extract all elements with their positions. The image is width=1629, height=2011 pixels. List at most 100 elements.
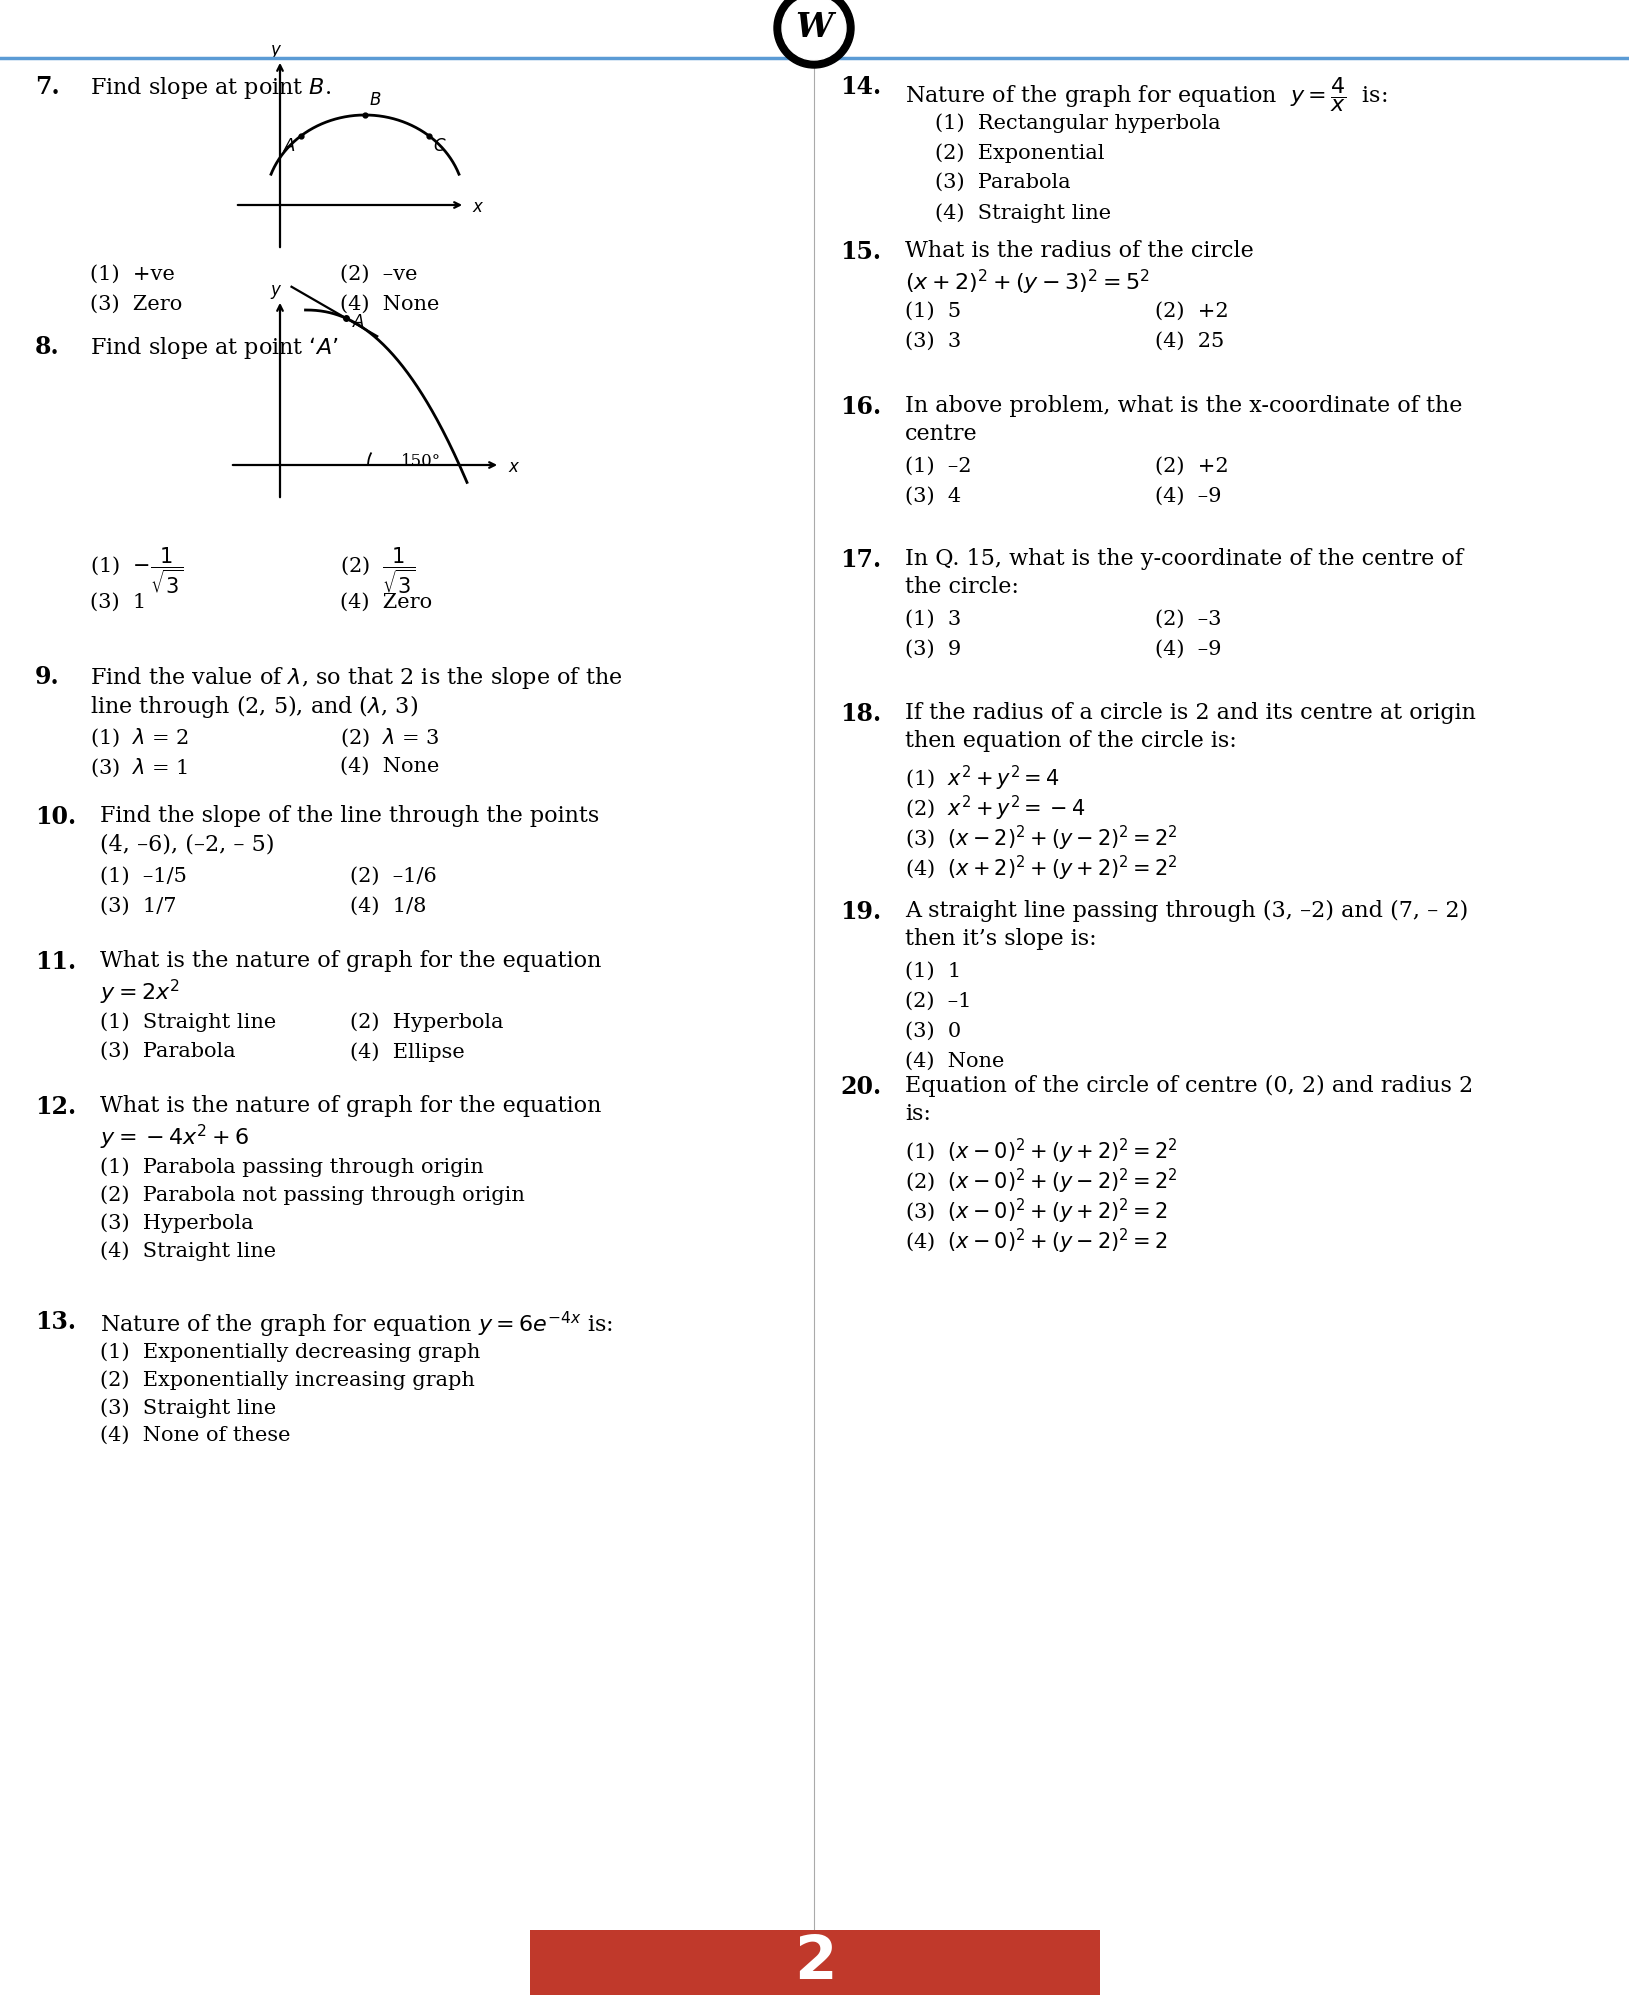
Text: (3)  1/7: (3) 1/7	[99, 897, 176, 915]
Text: (1)  Straight line: (1) Straight line	[99, 1012, 277, 1032]
Text: 18.: 18.	[841, 702, 881, 726]
Text: (4)  $(x - 0)^2 + (y - 2)^2 = 2$: (4) $(x - 0)^2 + (y - 2)^2 = 2$	[906, 1227, 1168, 1257]
Text: then it’s slope is:: then it’s slope is:	[906, 927, 1096, 949]
Text: (2)  –1/6: (2) –1/6	[350, 867, 437, 887]
Text: 20.: 20.	[841, 1076, 881, 1098]
Bar	[529, 1931, 1100, 1995]
Text: (4)  1/8: (4) 1/8	[350, 897, 427, 915]
Text: (4)  25: (4) 25	[1155, 332, 1225, 352]
Text: (1)  1: (1) 1	[906, 961, 961, 981]
Text: (3)  Hyperbola: (3) Hyperbola	[99, 1213, 254, 1233]
Text: If the radius of a circle is 2 and its centre at origin: If the radius of a circle is 2 and its c…	[906, 702, 1476, 724]
Text: Equation of the circle of centre (0, 2) and radius 2: Equation of the circle of centre (0, 2) …	[906, 1076, 1473, 1098]
Text: (1)  3: (1) 3	[906, 609, 961, 629]
Text: W: W	[795, 10, 832, 44]
Text: (3)  Parabola: (3) Parabola	[935, 173, 1070, 191]
Text: (1)  Rectangular hyperbola: (1) Rectangular hyperbola	[935, 113, 1220, 133]
Text: (3)  3: (3) 3	[906, 332, 961, 352]
Text: (1)  Exponentially decreasing graph: (1) Exponentially decreasing graph	[99, 1341, 481, 1361]
Text: 12.: 12.	[34, 1096, 77, 1118]
Text: 19.: 19.	[841, 901, 881, 923]
Text: In above problem, what is the x-coordinate of the: In above problem, what is the x-coordina…	[906, 394, 1463, 416]
Text: $(x + 2)^2 + (y - 3)^2 = 5^2$: $(x + 2)^2 + (y - 3)^2 = 5^2$	[906, 267, 1150, 298]
Text: (3)  9: (3) 9	[906, 639, 961, 660]
Text: (4, –6), (–2, – 5): (4, –6), (–2, – 5)	[99, 833, 275, 855]
Text: (2)  Parabola not passing through origin: (2) Parabola not passing through origin	[99, 1184, 525, 1205]
Text: (3)  Parabola: (3) Parabola	[99, 1042, 236, 1062]
Text: $y$: $y$	[270, 284, 282, 302]
Text: (2)  $x^2 + y^2 = -4$: (2) $x^2 + y^2 = -4$	[906, 794, 1085, 822]
Text: $A$: $A$	[352, 314, 365, 332]
Text: (1)  $\lambda$ = 2: (1) $\lambda$ = 2	[90, 728, 189, 750]
Text: 150°: 150°	[401, 452, 441, 471]
Text: (3)  $(x - 2)^2 + (y - 2)^2 = 2^2$: (3) $(x - 2)^2 + (y - 2)^2 = 2^2$	[906, 825, 1178, 853]
Text: (1)  $-\dfrac{1}{\sqrt{3}}$: (1) $-\dfrac{1}{\sqrt{3}}$	[90, 545, 182, 595]
Text: A straight line passing through (3, –2) and (7, – 2): A straight line passing through (3, –2) …	[906, 901, 1468, 923]
Text: 15.: 15.	[841, 239, 881, 263]
Text: $y$: $y$	[270, 42, 282, 60]
Text: (3)  4: (3) 4	[906, 487, 961, 507]
Text: (2)  +2: (2) +2	[1155, 456, 1228, 477]
Text: $x$: $x$	[508, 459, 520, 475]
Text: (2)  –ve: (2) –ve	[340, 265, 417, 284]
Text: Find slope at point ‘$A$’: Find slope at point ‘$A$’	[90, 336, 339, 362]
Text: (4)  Straight line: (4) Straight line	[935, 203, 1111, 223]
Text: (4)  None: (4) None	[340, 756, 440, 776]
Text: (1)  Parabola passing through origin: (1) Parabola passing through origin	[99, 1156, 484, 1176]
Text: centre: centre	[906, 422, 977, 444]
Text: $A$: $A$	[283, 139, 296, 155]
Text: 16.: 16.	[841, 394, 881, 418]
Text: Find the value of $\lambda$, so that 2 is the slope of the: Find the value of $\lambda$, so that 2 i…	[90, 666, 622, 692]
Text: $B$: $B$	[370, 93, 381, 109]
Text: (3)  Straight line: (3) Straight line	[99, 1398, 277, 1418]
Text: $x$: $x$	[472, 199, 484, 215]
Text: then equation of the circle is:: then equation of the circle is:	[906, 730, 1236, 752]
Text: (2)  $\lambda$ = 3: (2) $\lambda$ = 3	[340, 728, 440, 750]
Text: 8.: 8.	[34, 336, 60, 360]
Text: $y = 2x^2$: $y = 2x^2$	[99, 977, 179, 1008]
Text: (1)  –1/5: (1) –1/5	[99, 867, 187, 887]
Circle shape	[774, 0, 854, 68]
Text: Find slope at point $B$.: Find slope at point $B$.	[90, 74, 331, 101]
Text: (3)  $\lambda$ = 1: (3) $\lambda$ = 1	[90, 756, 189, 780]
Text: (1)  –2: (1) –2	[906, 456, 971, 477]
Text: (3)  $(x - 0)^2 + (y + 2)^2 = 2$: (3) $(x - 0)^2 + (y + 2)^2 = 2$	[906, 1197, 1168, 1227]
Text: is:: is:	[906, 1102, 930, 1124]
Text: (2)  $\dfrac{1}{\sqrt{3}}$: (2) $\dfrac{1}{\sqrt{3}}$	[340, 545, 415, 595]
Text: In Q. 15, what is the y-coordinate of the centre of: In Q. 15, what is the y-coordinate of th…	[906, 549, 1463, 569]
Text: (2)  +2: (2) +2	[1155, 302, 1228, 322]
Text: Find the slope of the line through the points: Find the slope of the line through the p…	[99, 804, 599, 827]
Text: (4)  None of these: (4) None of these	[99, 1426, 290, 1446]
Text: (4)  –9: (4) –9	[1155, 639, 1222, 660]
Text: What is the nature of graph for the equation: What is the nature of graph for the equa…	[99, 949, 601, 971]
Text: $C$: $C$	[433, 139, 446, 155]
Text: (4)  None: (4) None	[906, 1052, 1005, 1072]
Text: (1)  $(x - 0)^2 + (y + 2)^2 = 2^2$: (1) $(x - 0)^2 + (y + 2)^2 = 2^2$	[906, 1136, 1178, 1166]
Text: (2)  –3: (2) –3	[1155, 609, 1222, 629]
Circle shape	[782, 0, 845, 60]
Text: 10.: 10.	[34, 804, 77, 829]
Text: (3)  1: (3) 1	[90, 593, 147, 611]
Text: (2)  Hyperbola: (2) Hyperbola	[350, 1012, 503, 1032]
Text: (4)  None: (4) None	[340, 296, 440, 314]
Text: (1)  $x^2 + y^2 = 4$: (1) $x^2 + y^2 = 4$	[906, 764, 1060, 792]
Text: (4)  Ellipse: (4) Ellipse	[350, 1042, 464, 1062]
Text: 14.: 14.	[841, 74, 881, 99]
Text: (1)  5: (1) 5	[906, 302, 961, 322]
Text: 17.: 17.	[841, 549, 881, 571]
Text: (2)  $(x - 0)^2 + (y - 2)^2 = 2^2$: (2) $(x - 0)^2 + (y - 2)^2 = 2^2$	[906, 1166, 1178, 1197]
Text: (2)  –1: (2) –1	[906, 991, 971, 1012]
Text: 7.: 7.	[34, 74, 60, 99]
Text: $y = -4x^2 + 6$: $y = -4x^2 + 6$	[99, 1122, 249, 1152]
Text: Nature of the graph for equation  $y = \dfrac{4}{x}$  is:: Nature of the graph for equation $y = \d…	[906, 74, 1388, 115]
Text: 2: 2	[793, 1933, 836, 1993]
Text: 13.: 13.	[34, 1309, 77, 1333]
Text: What is the radius of the circle: What is the radius of the circle	[906, 239, 1254, 261]
Text: What is the nature of graph for the equation: What is the nature of graph for the equa…	[99, 1096, 601, 1116]
Text: Nature of the graph for equation $y = 6e^{-4x}$ is:: Nature of the graph for equation $y = 6e…	[99, 1309, 613, 1339]
Text: (3)  0: (3) 0	[906, 1022, 961, 1042]
Text: 9.: 9.	[34, 666, 60, 690]
Text: (4)  –9: (4) –9	[1155, 487, 1222, 507]
Text: (3)  Zero: (3) Zero	[90, 296, 182, 314]
Text: (4)  Zero: (4) Zero	[340, 593, 432, 611]
